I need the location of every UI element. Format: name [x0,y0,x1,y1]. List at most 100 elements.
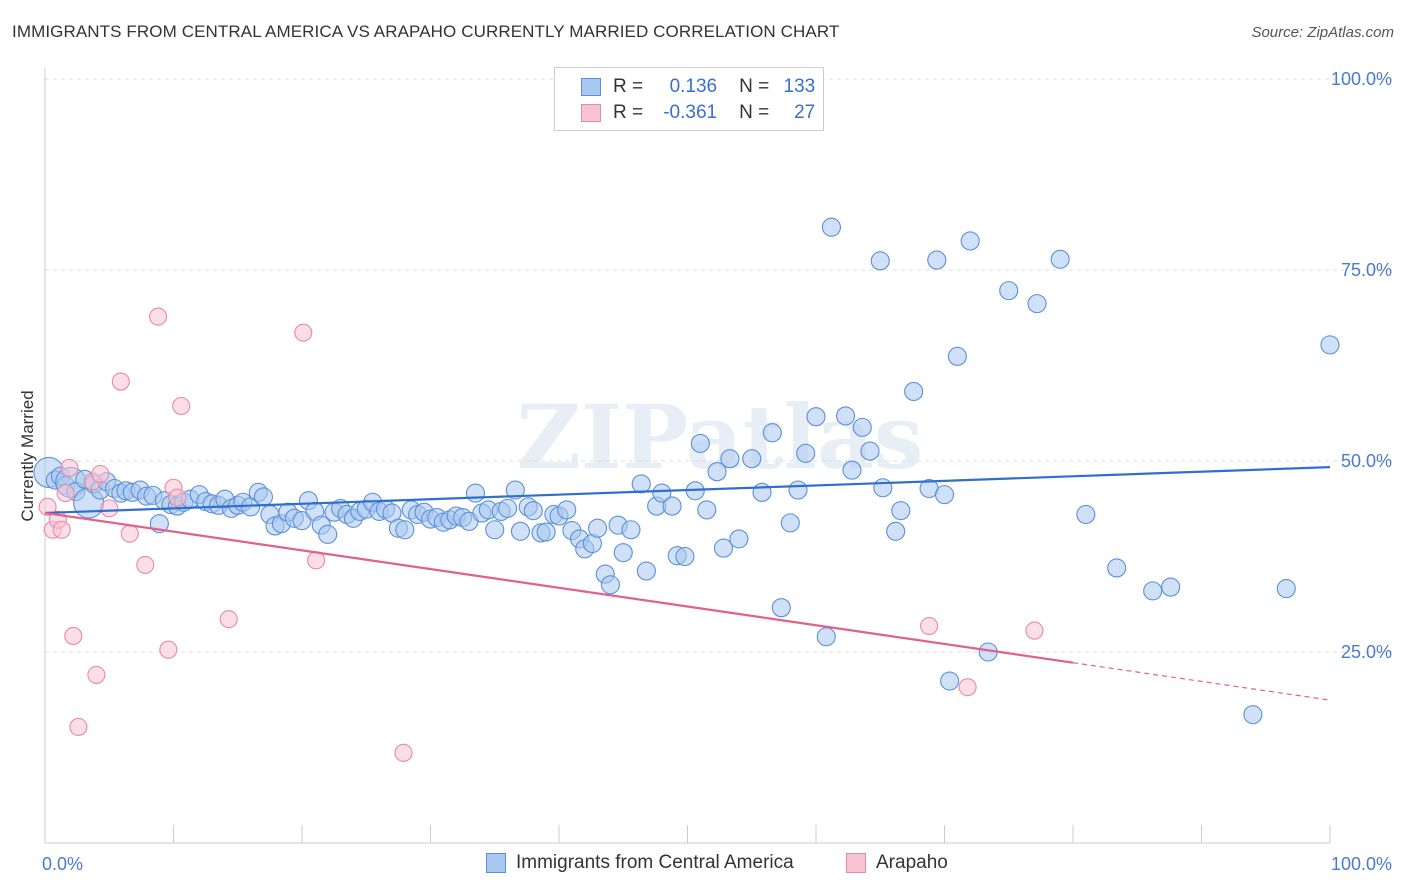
bottom-legend-swatch-pink [846,853,866,873]
data-point [690,433,710,453]
data-point [947,346,967,366]
data-point [891,501,911,521]
bottom-legend-label: Immigrants from Central America [516,852,794,873]
data-point [1161,577,1181,597]
data-point [836,406,856,426]
data-point [742,449,762,469]
data-point [816,627,836,647]
data-point [662,496,682,516]
data-point [159,640,178,659]
legend-r-value: -0.361 [663,102,718,123]
chart-title: IMMIGRANTS FROM CENTRAL AMERICA VS ARAPA… [12,22,840,41]
data-point [69,717,88,736]
data-point [821,217,841,237]
data-point [253,487,274,507]
data-point [713,538,734,558]
legend-row-central-america: R = 0.136 N = 133 [581,75,815,99]
data-point [56,484,75,503]
series-central-america [33,217,1340,725]
data-point [886,521,906,541]
data-point [1076,504,1096,525]
data-point [904,381,924,402]
data-point [100,499,119,518]
data-point [796,443,816,463]
trend-line-extension [1072,662,1331,701]
y-tick-label: 25.0% [1341,642,1392,662]
bottom-legend-item-central-america: Immigrants from Central America [486,852,794,874]
data-point [136,555,155,574]
data-point [621,520,641,540]
data-point [842,460,862,480]
data-point [498,498,518,518]
trend-lines [44,466,1331,701]
data-point [752,482,772,502]
legend-r-label: R = [613,102,644,123]
data-point [318,524,338,544]
data-point [860,441,880,461]
data-point [510,521,531,541]
legend-swatch-pink [581,104,601,122]
data-point [652,483,672,503]
data-point [1025,621,1044,640]
legend-r-label: R = [613,76,644,97]
trend-line [44,511,1074,664]
data-point [395,520,415,540]
data-point [940,671,960,691]
data-point [587,518,608,538]
trend-line [44,466,1331,515]
data-point [600,575,620,595]
legend-n-value: 27 [794,102,816,123]
data-point [505,480,525,500]
data-point [87,665,106,684]
data-point [636,561,656,581]
data-point [172,396,191,416]
data-point [873,478,893,498]
data-point [1027,294,1047,314]
data-point [523,501,543,521]
y-tick-label: 75.0% [1341,260,1392,280]
data-point [120,524,139,543]
x-tick-label: 0.0% [42,854,83,874]
data-point [465,483,486,503]
bottom-legend: Immigrants from Central America Arapaho [0,852,1406,878]
data-point [292,511,312,531]
data-point [852,417,872,437]
data-point [1276,579,1296,599]
data-point [697,500,717,520]
data-point [960,231,980,251]
data-point [1243,705,1263,725]
axes [44,68,1331,844]
data-point [675,546,695,567]
y-tick-label: 50.0% [1341,451,1392,471]
x-tick-label: 100.0% [1331,854,1392,874]
legend-r-value: 0.136 [669,76,718,97]
legend-n-value: 133 [783,76,816,97]
data-point [536,522,556,542]
legend-n-label: N = [739,102,770,123]
grid-lines [45,78,1392,653]
source-label: Source: ZipAtlas.com [1251,24,1394,41]
data-point [91,464,110,484]
legend-row-arapaho: R = -0.361 N = 27 [581,101,815,125]
data-point [1050,249,1070,269]
y-tick-label: 100.0% [1331,69,1392,89]
legend-n-label: N = [739,76,770,97]
data-point [958,678,977,697]
tick-labels: 100.0% 75.0% 50.0% 25.0% 0.0% 100.0% [42,69,1392,874]
data-point [720,449,740,469]
data-point [927,250,947,270]
data-point [1107,558,1127,578]
data-point [780,513,800,533]
bottom-legend-item-arapaho: Arapaho [846,852,948,874]
data-point [762,423,782,443]
data-point [806,407,826,427]
legend-box: R = 0.136 N = 133 R = -0.361 N = 27 [554,67,824,131]
data-point [920,616,939,636]
data-point [613,543,633,563]
data-point [729,529,749,549]
data-point [771,598,791,618]
series-arapaho [38,307,1044,762]
data-point [557,500,577,520]
data-point [60,458,79,477]
data-point [485,520,505,540]
